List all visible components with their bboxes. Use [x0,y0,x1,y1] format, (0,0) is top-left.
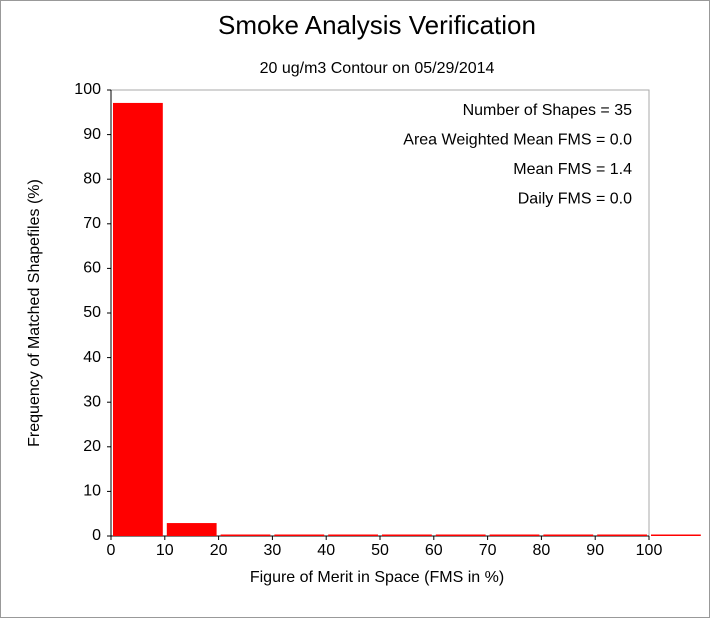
annotation: Number of Shapes = 35 [463,102,633,119]
annotation: Area Weighted Mean FMS = 0.0 [403,132,632,149]
bar [489,534,540,536]
y-tick-label: 10 [83,483,101,500]
bar [651,534,701,536]
y-tick-label: 20 [83,438,101,455]
bar [166,523,217,536]
bar [113,102,163,537]
bar [382,534,432,536]
x-axis-label: Figure of Merit in Space (FMS in %) [250,569,504,586]
x-tick-label: 70 [479,542,497,559]
y-tick-label: 100 [74,81,101,98]
x-tick-label: 100 [636,542,663,559]
bar [328,534,378,536]
annotation: Mean FMS = 1.4 [513,161,632,178]
annotation: Daily FMS = 0.0 [518,191,632,208]
x-tick-label: 0 [107,542,116,559]
y-tick-label: 0 [92,527,101,544]
x-tick-label: 90 [586,542,604,559]
x-tick-label: 20 [210,542,228,559]
y-tick-label: 40 [83,349,101,366]
x-tick-label: 50 [371,542,389,559]
bar [435,534,486,536]
bar [220,534,271,536]
y-tick-label: 50 [83,304,101,321]
y-tick-label: 60 [83,260,101,277]
y-axis-label: Frequency of Matched Shapefiles (%) [26,179,43,447]
bar [597,534,647,536]
chart-title: Smoke Analysis Verification [218,10,536,40]
x-tick-label: 30 [264,542,282,559]
bar [274,534,325,536]
y-tick-label: 70 [83,215,101,232]
x-tick-label: 60 [425,542,443,559]
chart-subtitle: 20 ug/m3 Contour on 05/29/2014 [260,60,495,77]
x-tick-label: 10 [156,542,174,559]
x-tick-label: 40 [317,542,335,559]
bar [543,534,594,536]
x-tick-label: 80 [533,542,551,559]
y-tick-label: 80 [83,170,101,187]
y-tick-label: 90 [83,126,101,143]
y-tick-label: 30 [83,393,101,410]
